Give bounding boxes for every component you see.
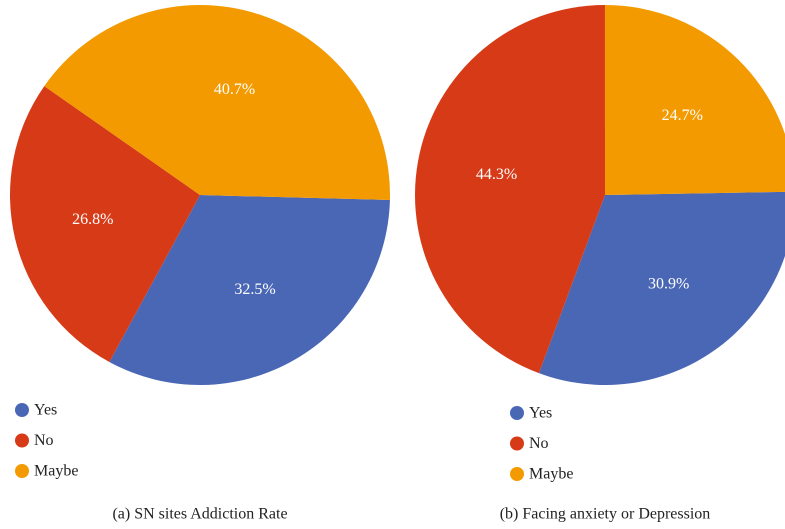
legend-label: No [34, 432, 54, 449]
legend-swatch [15, 433, 29, 448]
slice-label: 26.8% [72, 211, 113, 228]
legend-swatch [510, 436, 524, 451]
legend-swatch [15, 464, 29, 478]
slice-label: 30.9% [648, 276, 689, 293]
legend-swatch [510, 467, 524, 481]
slice-label: 40.7% [214, 81, 255, 98]
legend-label: No [529, 435, 549, 452]
slice-label: 44.3% [476, 166, 517, 183]
legend-label: Yes [529, 405, 552, 422]
pie-slice [44, 4, 390, 200]
pie-slice [109, 195, 390, 385]
pie-slice [9, 86, 201, 362]
caption: (b) Facing anxiety or Depression [500, 506, 711, 523]
caption: (a) SN sites Addiction Rate [112, 506, 287, 523]
slice-label: 32.5% [234, 281, 275, 298]
pie-slice [538, 191, 785, 385]
legend-swatch [510, 406, 524, 420]
legend-swatch [15, 403, 29, 417]
slice-label: 24.7% [662, 107, 703, 124]
pie-slice [604, 5, 785, 195]
legend-label: Maybe [34, 463, 78, 480]
legend-label: Maybe [529, 466, 573, 483]
pie-slice [414, 5, 605, 374]
legend-label: Yes [34, 402, 57, 419]
